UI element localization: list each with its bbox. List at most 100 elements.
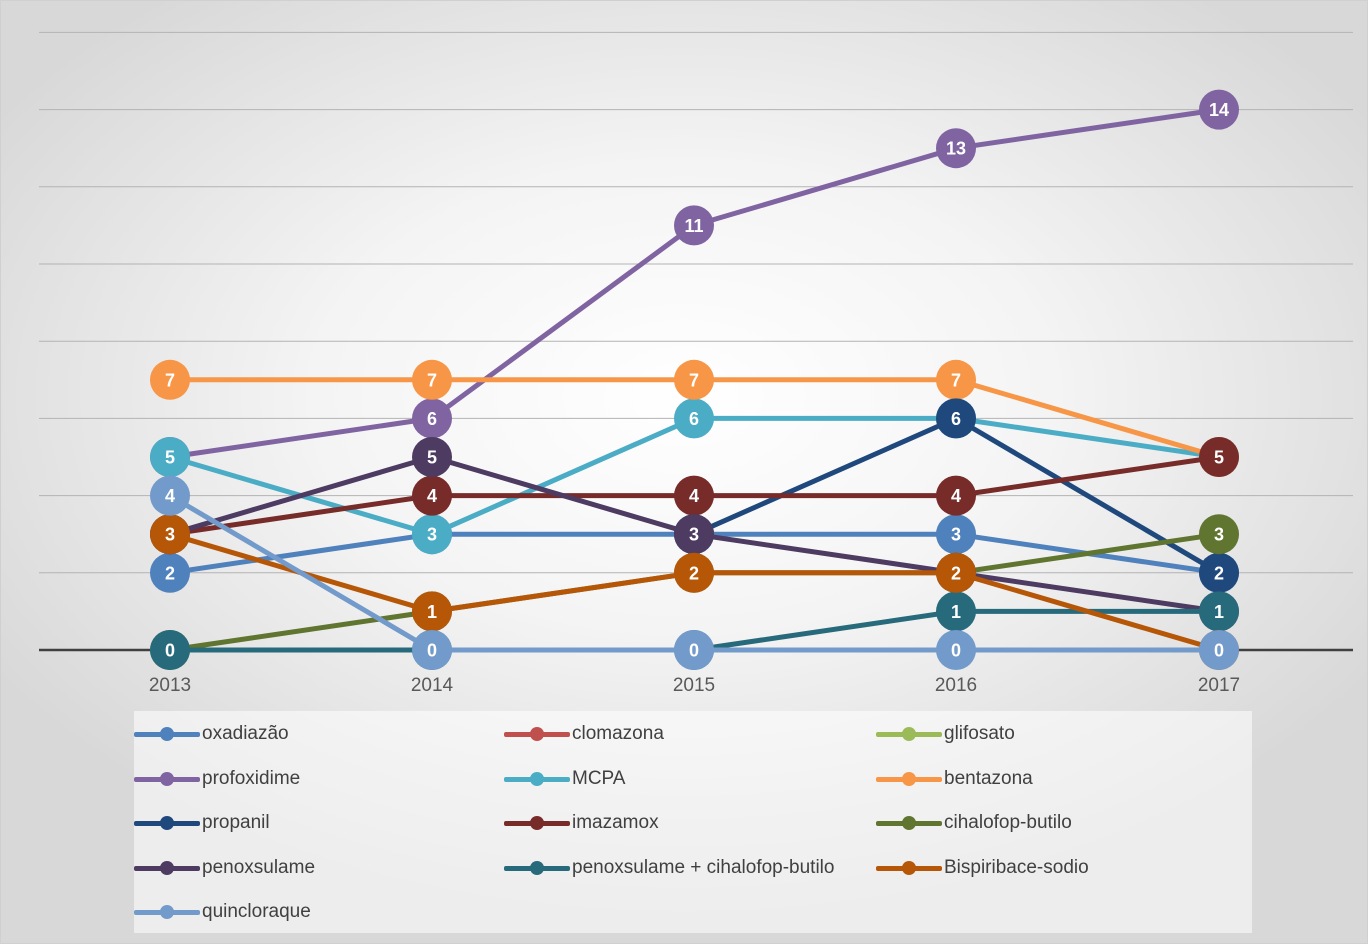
- data-point: [936, 514, 976, 555]
- series-penoxsulame: 3 5 3 2 1: [150, 437, 1239, 632]
- data-point: [150, 552, 190, 593]
- legend-marker: [134, 771, 200, 786]
- legend-item: penoxsulame: [134, 853, 315, 883]
- x-tick-label: 2013: [149, 675, 191, 696]
- legend-item: oxadiazão: [134, 719, 289, 749]
- legend-marker: [504, 860, 570, 875]
- data-label: 2: [689, 563, 699, 583]
- legend-item: penoxsulame + cihalofop-butilo: [504, 853, 834, 883]
- legend-label: clomazona: [572, 723, 664, 744]
- legend-label: imazamox: [572, 812, 659, 833]
- x-tick-label: 2016: [935, 675, 977, 696]
- legend-marker: [504, 727, 570, 741]
- series-line-segment: [167, 493, 435, 537]
- legend-item: cihalofop-butilo: [876, 808, 1072, 838]
- data-label: 7: [951, 370, 961, 390]
- data-point: [412, 475, 452, 516]
- series-line-segment: [691, 145, 959, 228]
- data-point: [412, 359, 452, 400]
- data-point: [674, 630, 714, 670]
- legend-marker: [134, 860, 200, 875]
- series-line-segment: [953, 377, 1222, 460]
- data-label: 13: [946, 139, 966, 159]
- data-label: 3: [427, 525, 437, 545]
- series-line-segment: [953, 415, 1222, 576]
- data-label: 0: [427, 641, 437, 661]
- legend-marker: [876, 771, 942, 786]
- data-label: 4: [951, 486, 961, 506]
- legend-label: glifosato: [944, 723, 1015, 744]
- data-label: 0: [951, 641, 961, 661]
- data-label: 1: [951, 602, 961, 622]
- data-point: [936, 475, 976, 516]
- data-point: [1199, 89, 1239, 130]
- legend-item: profoxidime: [134, 764, 300, 794]
- data-point: [936, 359, 976, 400]
- legend-marker: [876, 727, 942, 741]
- data-label: 3: [689, 525, 699, 545]
- data-point: [412, 630, 452, 670]
- data-point: [1199, 552, 1239, 593]
- series-line-segment: [429, 415, 697, 537]
- data-label: 3: [1214, 525, 1224, 545]
- legend-label: quincloraque: [202, 901, 311, 922]
- data-label: 6: [951, 409, 961, 429]
- series-line-segment: [429, 570, 697, 614]
- series-line-segment: [167, 531, 435, 576]
- series-line-segment: [953, 570, 1222, 653]
- x-tick-label: 2015: [673, 675, 715, 696]
- legend-item: clomazona: [504, 719, 664, 749]
- data-label: 2: [165, 563, 175, 583]
- data-label: 0: [1214, 641, 1224, 661]
- legend-label: oxadiazão: [202, 723, 289, 744]
- data-point: [150, 514, 190, 555]
- series-line-segment: [429, 222, 697, 421]
- legend-label: cihalofop-butilo: [944, 812, 1072, 833]
- legend-marker: [876, 816, 942, 830]
- data-label: 0: [689, 641, 699, 661]
- data-point: [674, 514, 714, 555]
- data-point: [674, 552, 714, 593]
- data-point: [150, 630, 190, 670]
- series-line-segment: [691, 531, 959, 576]
- data-point: [1199, 630, 1239, 670]
- legend-label: profoxidime: [202, 767, 301, 789]
- data-label: 7: [165, 370, 175, 390]
- data-label: 3: [951, 525, 961, 545]
- series-line-segment: [167, 493, 435, 653]
- data-point: [150, 475, 190, 516]
- series-line-segment: [167, 415, 435, 460]
- data-label: 5: [427, 448, 437, 468]
- legend-marker: [504, 816, 570, 830]
- legend-marker: [876, 860, 942, 875]
- data-point: [936, 128, 976, 169]
- line-chart: 2333256111314536657777536234445012233532…: [39, 31, 1353, 696]
- series-line-segment: [953, 107, 1222, 151]
- legend-item: imazamox: [504, 808, 659, 838]
- legend: oxadiazão clomazona glifosato profoxidime MC…: [134, 711, 1252, 933]
- data-point: [936, 591, 976, 632]
- legend-marker: [134, 816, 200, 830]
- series-line-segment: [691, 415, 959, 537]
- data-label: 11: [684, 216, 703, 236]
- legend-label: penoxsulame: [202, 856, 316, 878]
- legend-item: quincloraque: [134, 897, 311, 927]
- data-point: [150, 359, 190, 400]
- legend-label: penoxsulame + cihalofop-butilo: [572, 856, 835, 878]
- data-label: 14: [1209, 100, 1229, 120]
- data-point: [674, 398, 714, 439]
- series-line-segment: [953, 415, 1222, 460]
- legend-item: bentazona: [876, 764, 1033, 794]
- data-label: 7: [689, 370, 699, 390]
- legend-item: glifosato: [876, 719, 1015, 749]
- data-label: 6: [427, 409, 437, 429]
- data-point: [674, 205, 714, 246]
- data-point: [412, 437, 452, 477]
- legend-marker: [504, 771, 570, 786]
- data-point: [936, 552, 976, 593]
- data-point: [412, 514, 452, 555]
- data-label: 4: [427, 486, 437, 506]
- series-mcpa: 5 3 6 6 5: [150, 398, 1239, 555]
- data-label: 1: [427, 602, 437, 622]
